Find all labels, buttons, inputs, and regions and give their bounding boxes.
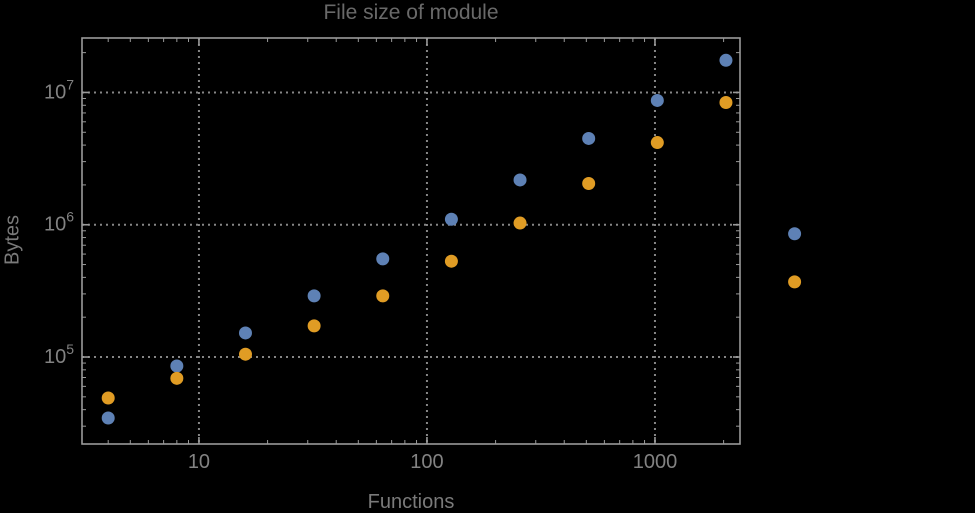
data-point-orange: [582, 176, 596, 190]
data-point-blue: [650, 93, 664, 107]
data-point-blue: [307, 289, 321, 303]
x-axis-label: Functions: [367, 491, 455, 513]
y-tick-label: 107: [44, 76, 74, 103]
x-tick-label: 10: [188, 451, 210, 473]
data-point-orange: [719, 95, 733, 109]
plot-frame: [81, 37, 741, 445]
data-point-blue: [719, 53, 733, 67]
data-point-blue: [238, 326, 252, 340]
data-point-orange: [650, 136, 664, 150]
data-point-blue: [788, 227, 802, 241]
chart-title: File size of module: [323, 1, 499, 24]
y-tick-label: 106: [44, 209, 74, 236]
data-point-blue: [582, 131, 596, 145]
data-point-blue: [376, 252, 390, 266]
data-point-orange: [444, 254, 458, 268]
data-point-orange: [101, 391, 115, 405]
data-point-orange: [307, 319, 321, 333]
data-point-blue: [513, 173, 527, 187]
data-point-blue: [170, 359, 184, 373]
x-tick-label: 1000: [633, 451, 678, 473]
data-point-orange: [513, 216, 527, 230]
x-tick-label: 100: [410, 451, 443, 473]
data-point-blue: [101, 411, 115, 425]
data-point-orange: [788, 275, 802, 289]
data-point-blue: [444, 212, 458, 226]
y-tick-label: 105: [44, 341, 74, 368]
data-point-orange: [170, 371, 184, 385]
data-point-orange: [238, 347, 252, 361]
data-point-orange: [376, 289, 390, 303]
